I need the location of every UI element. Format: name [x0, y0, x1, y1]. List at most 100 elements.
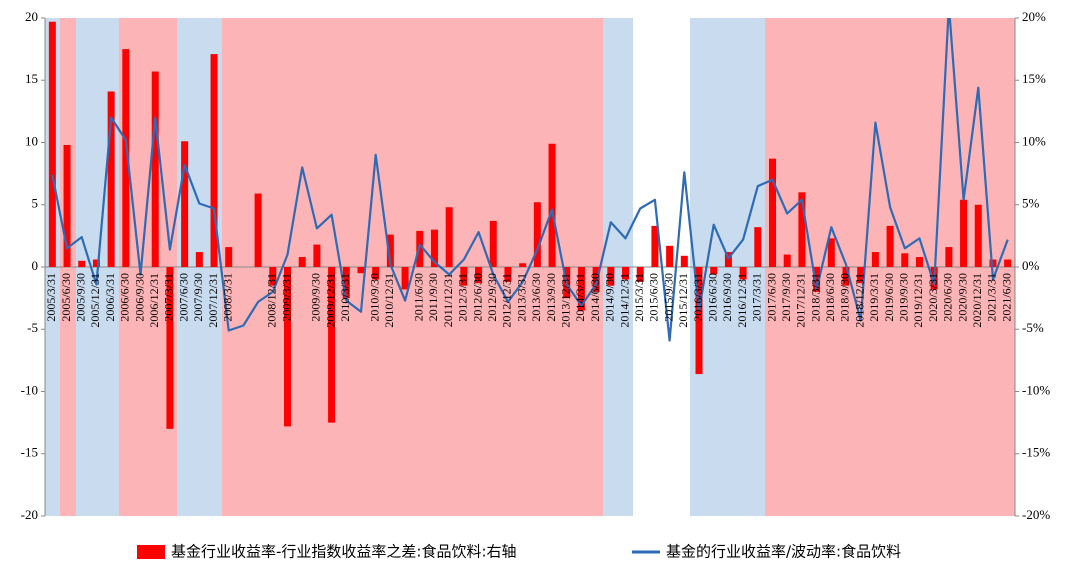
bar: [989, 259, 997, 267]
x-tick-label: 2007/3/31: [162, 273, 176, 322]
bar: [651, 225, 659, 267]
bar: [607, 267, 615, 286]
bar: [445, 207, 453, 267]
x-tick-label: 2018/6/30: [823, 273, 837, 322]
x-tick-label: 2008/12/31: [265, 273, 279, 328]
x-tick-label: 2005/3/31: [44, 273, 58, 322]
bar: [710, 267, 718, 275]
bar: [769, 158, 776, 267]
bar: [857, 267, 865, 284]
x-tick-label: 2012/3/31: [456, 273, 470, 322]
bar: [695, 267, 703, 375]
bar: [386, 234, 394, 267]
x-tick-label: 2006/9/30: [132, 273, 146, 322]
x-tick-label: 2018/3/31: [808, 273, 822, 322]
bar: [78, 260, 86, 267]
x-tick-label: 2012/9/30: [485, 273, 499, 322]
y-tick-label: -10: [21, 382, 38, 397]
bar: [489, 220, 497, 267]
x-tick-label: 2009/3/31: [279, 273, 293, 322]
bar: [886, 225, 894, 267]
legend-swatch: [137, 545, 165, 559]
bar: [225, 247, 233, 267]
bar: [724, 252, 732, 267]
x-tick-label: 2016/9/30: [720, 273, 734, 322]
bar: [284, 267, 291, 427]
x-tick-label: 2018/9/30: [838, 273, 852, 322]
x-tick-label: 2015/3/31: [632, 273, 646, 322]
bar: [813, 267, 821, 292]
bar: [504, 267, 512, 282]
bar: [1004, 259, 1012, 267]
bar: [107, 91, 115, 267]
x-tick-label: 2016/3/31: [691, 273, 705, 322]
legend-label: 基金的行业收益率/波动率:食品饮料: [666, 543, 901, 561]
bar: [357, 267, 365, 274]
y2-tick-label: -10%: [1022, 382, 1050, 397]
x-tick-label: 2012/12/31: [500, 273, 514, 328]
bar: [798, 192, 806, 267]
bar: [901, 253, 909, 267]
bar: [122, 49, 130, 267]
bar: [842, 267, 850, 286]
bar: [548, 143, 556, 267]
x-tick-label: 2015/12/31: [676, 273, 690, 328]
y-tick-label: 15: [25, 71, 38, 86]
bar: [166, 267, 174, 429]
y2-tick-label: 20%: [1022, 9, 1046, 24]
bar: [783, 254, 791, 267]
x-tick-label: 2005/12/31: [88, 273, 102, 328]
y-tick-label: 10: [25, 133, 38, 148]
bar: [739, 267, 747, 280]
y2-tick-label: -5%: [1022, 320, 1044, 335]
bar: [915, 257, 923, 267]
bar: [269, 267, 277, 286]
x-tick-label: 2021/6/30: [999, 273, 1013, 322]
x-tick-label: 2019/6/30: [882, 273, 896, 322]
x-tick-label: 2005/6/30: [59, 273, 73, 322]
legend-label: 基金行业收益率-行业指数收益率之差:食品饮料:右轴: [171, 543, 517, 561]
x-tick-label: 2019/3/31: [867, 273, 881, 322]
x-tick-label: 2014/12/31: [617, 273, 631, 328]
x-tick-label: 2014/3/31: [573, 273, 587, 322]
x-tick-label: 2019/12/31: [911, 273, 925, 328]
y2-tick-label: -15%: [1022, 445, 1050, 460]
y2-tick-label: 5%: [1022, 196, 1040, 211]
x-tick-label: 2010/3/31: [338, 273, 352, 322]
bar: [48, 21, 56, 267]
bar: [622, 267, 630, 280]
x-tick-label: 2005/9/30: [73, 273, 87, 322]
bar: [298, 257, 306, 267]
bar: [945, 247, 953, 267]
x-tick-label: 2007/12/31: [206, 273, 220, 328]
bar: [960, 199, 968, 267]
bar: [372, 267, 380, 280]
x-tick-label: 2021/3/31: [985, 273, 999, 322]
y-tick-label: -15: [21, 445, 38, 460]
x-tick-label: 2013/3/31: [514, 273, 528, 322]
bar: [827, 238, 835, 267]
bar: [636, 267, 644, 282]
bar: [254, 193, 262, 267]
x-tick-label: 2010/12/31: [382, 273, 396, 328]
x-tick-label: 2017/12/31: [794, 273, 808, 328]
bar: [63, 144, 71, 267]
bar: [871, 252, 879, 267]
x-tick-label: 2006/6/30: [118, 273, 132, 322]
y2-tick-label: -20%: [1022, 507, 1050, 522]
y-tick-label: -20: [21, 507, 38, 522]
bar: [342, 267, 350, 299]
x-tick-label: 2007/9/30: [191, 273, 205, 322]
x-tick-label: 2016/6/30: [705, 273, 719, 322]
bar: [475, 267, 483, 284]
bar: [181, 141, 189, 267]
x-tick-label: 2007/6/30: [176, 273, 190, 322]
bar: [666, 245, 674, 267]
x-tick-label: 2014/9/30: [603, 273, 617, 322]
x-tick-label: 2013/6/30: [529, 273, 543, 322]
x-tick-label: 2016/12/31: [735, 273, 749, 328]
x-tick-label: 2011/9/30: [426, 273, 440, 321]
x-tick-label: 2020/6/30: [941, 273, 955, 322]
bar: [92, 259, 100, 267]
y2-tick-label: 0%: [1022, 258, 1040, 273]
